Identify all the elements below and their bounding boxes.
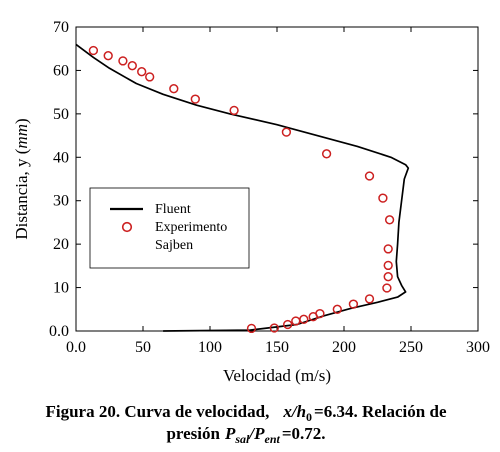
experiment-data-point <box>378 193 388 203</box>
experiment-data-point <box>169 84 179 94</box>
experiment-data-point <box>137 67 147 77</box>
experiment-data-point <box>348 299 359 309</box>
y-axis-title: Distancia, y (mm) <box>12 118 31 239</box>
experiment-data-point <box>88 45 99 56</box>
fluent-series-line <box>75 43 410 332</box>
legend-experiment-label-line2: Sajben <box>155 238 193 253</box>
x-tick-label: 100 <box>198 339 222 356</box>
experiment-data-point <box>382 283 392 293</box>
experiment-data-point <box>383 260 393 271</box>
axis-tick-labels: 0.0 50 100 150 200 250 300 0.0 10 20 30 40 50 60 70 <box>49 19 490 356</box>
series-layer <box>75 43 410 334</box>
experiment-data-point <box>269 323 279 333</box>
x-tick-label: 0.0 <box>66 339 86 356</box>
legend: Fluent Experimento Sajben <box>89 187 250 269</box>
y-tick-label: 60 <box>53 62 69 79</box>
experiment-data-point <box>291 316 301 326</box>
figure-caption-line1: Figura 20. Curva de velocidad, x/h0 =6.34.… <box>45 402 446 424</box>
x-axis-title: Velocidad (m/s) <box>223 366 331 385</box>
experiment-data-point <box>383 272 393 282</box>
experiment-data-point <box>283 319 293 330</box>
x-tick-label: 300 <box>466 339 490 356</box>
experiment-data-point <box>321 149 332 159</box>
experiment-data-point <box>332 304 342 314</box>
experiment-data-point <box>281 127 292 137</box>
experiment-data-point <box>229 105 239 116</box>
y-tick-label: 70 <box>53 19 69 36</box>
x-tick-label: 50 <box>135 339 151 356</box>
legend-experiment-label: Experimento <box>155 220 227 235</box>
x-tick-label: 200 <box>332 339 356 356</box>
y-tick-label: 0.0 <box>49 323 69 340</box>
experiment-data-point <box>308 312 318 322</box>
experiment-data-point <box>118 56 128 66</box>
experiment-data-point <box>127 61 137 71</box>
experiment-data-point <box>145 72 155 82</box>
experiment-data-point <box>383 244 393 254</box>
plot-frame <box>75 26 479 332</box>
y-tick-label: 40 <box>53 149 69 166</box>
figure-caption-line2: presión Psal/Pent =0.72. <box>166 424 325 446</box>
x-tick-label: 250 <box>399 339 423 356</box>
experiment-data-point <box>364 171 375 181</box>
experiment-data-point <box>190 94 200 104</box>
axis-ticks <box>75 26 479 332</box>
experiment-data-point <box>246 323 257 334</box>
experiment-data-point <box>384 215 395 225</box>
experiment-data-point <box>103 51 113 61</box>
experiment-data-point <box>364 294 375 304</box>
y-tick-label: 50 <box>53 106 69 123</box>
y-tick-label: 30 <box>53 193 69 210</box>
legend-box <box>89 187 250 269</box>
y-tick-label: 10 <box>53 280 69 297</box>
y-tick-label: 20 <box>53 236 69 253</box>
plot-area: 0.0 50 100 150 200 250 300 0.0 10 20 30 40 50 60 70 <box>49 19 490 356</box>
legend-fluent-label: Fluent <box>155 202 191 217</box>
legend-experiment-marker-swatch <box>121 221 133 233</box>
x-tick-label: 150 <box>265 339 289 356</box>
